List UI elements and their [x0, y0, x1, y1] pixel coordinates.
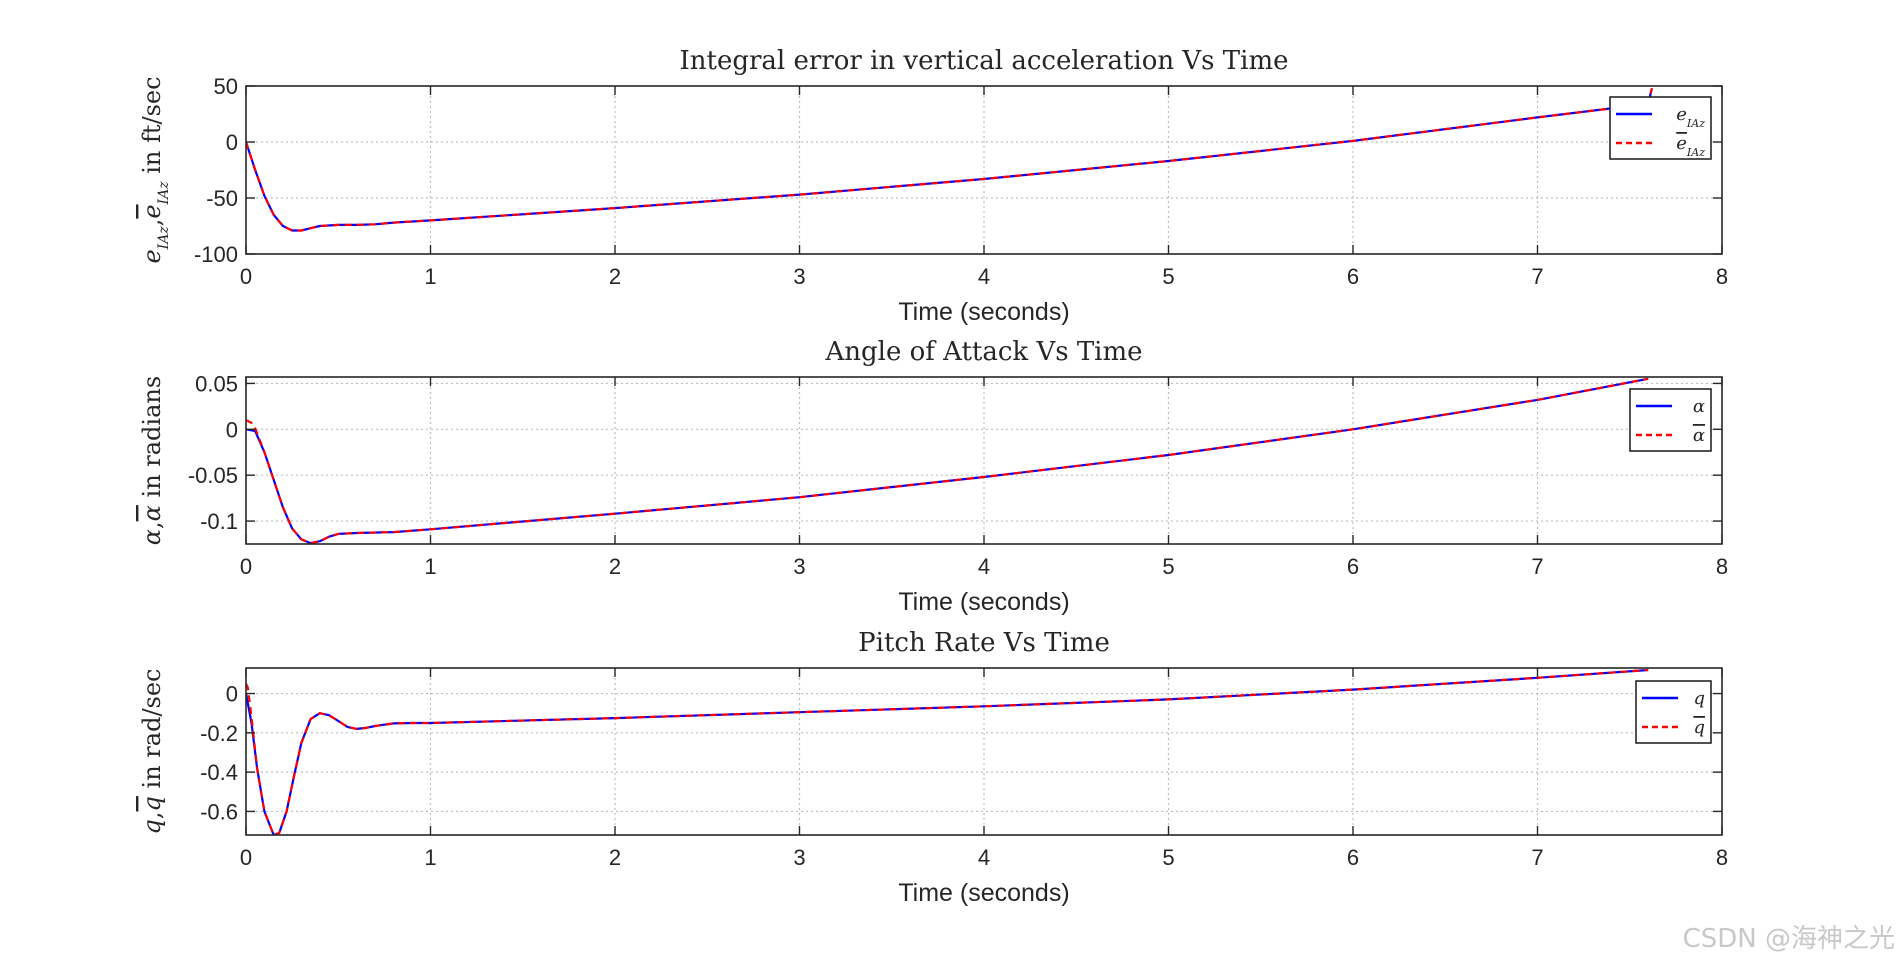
- chart-title: Angle of Attack Vs Time: [824, 337, 1142, 367]
- series-line-estimate: [246, 377, 1649, 544]
- ylabel-symbol: e: [138, 249, 166, 263]
- legend-symbol: q: [1693, 688, 1705, 709]
- x-tick-label: 1: [424, 264, 436, 289]
- x-tick-label: 5: [1162, 554, 1174, 579]
- series-group: [246, 668, 1649, 835]
- ylabel-comma: ,: [138, 811, 166, 819]
- y-tick-label: -100: [194, 242, 238, 267]
- x-tick-label: 6: [1347, 264, 1359, 289]
- ylabel-text: in rad/sec: [138, 669, 166, 797]
- x-tick-label: 4: [978, 845, 990, 870]
- y-tick-label: -0.4: [200, 760, 238, 785]
- ylabel-comma: ,: [138, 219, 166, 227]
- x-tick-label: 4: [978, 264, 990, 289]
- ylabel-hat-symbol: e: [138, 204, 166, 218]
- x-tick-label: 3: [793, 554, 805, 579]
- legend-box: [1635, 680, 1712, 744]
- ylabel-subscript: IAz: [156, 181, 172, 206]
- x-tick-label: 0: [240, 264, 252, 289]
- y-tick-label: -0.1: [200, 509, 238, 534]
- legend-subscript: IAz: [1686, 146, 1705, 159]
- x-tick-label: 4: [978, 554, 990, 579]
- legend: qq: [1635, 680, 1712, 744]
- series-line-actual: [246, 377, 1649, 544]
- y-axis-label: q,q in rad/sec: [138, 669, 166, 835]
- ylabel-subscript: IAz: [156, 226, 172, 251]
- legend-symbol: α: [1693, 396, 1705, 417]
- legend-symbol: e: [1676, 104, 1687, 125]
- x-tick-label: 1: [424, 845, 436, 870]
- x-tick-label: 8: [1716, 264, 1728, 289]
- chart-2: 0 1 2 3 4 5 6 7 8 0.05 0 -0.05 -0.1 Angle of Attack V…: [138, 337, 1728, 616]
- legend-label: q: [1693, 717, 1705, 738]
- x-tick-label: 7: [1531, 845, 1543, 870]
- legend-box: [1629, 388, 1712, 452]
- x-tick-label: 6: [1347, 554, 1359, 579]
- legend-symbol: e: [1676, 133, 1687, 154]
- y-tick-label: 50: [214, 74, 238, 99]
- x-tick-label: 5: [1162, 845, 1174, 870]
- ylabel-symbol: q: [138, 819, 166, 834]
- x-tick-label: 3: [793, 845, 805, 870]
- legend-box: [1609, 96, 1712, 160]
- series-line-estimate: [246, 668, 1649, 835]
- x-tick-label: 3: [793, 264, 805, 289]
- ylabel-text: in ft/sec: [138, 76, 166, 181]
- legend-subscript: IAz: [1686, 117, 1705, 130]
- legend-symbol: α: [1693, 425, 1705, 446]
- ylabel-symbol: α: [138, 529, 166, 545]
- x-tick-label: 2: [609, 554, 621, 579]
- y-tick-label: 0.05: [195, 371, 238, 396]
- x-axis-label: Time (seconds): [898, 588, 1069, 616]
- y-tick-label: -0.2: [200, 721, 238, 746]
- series-group: [246, 87, 1653, 232]
- series-line-actual: [246, 87, 1653, 232]
- series-group: [246, 377, 1649, 544]
- x-axis-label: Time (seconds): [898, 879, 1069, 907]
- ylabel-hat-symbol: q: [138, 796, 166, 811]
- x-axis-label: Time (seconds): [898, 298, 1069, 326]
- legend-label: eIAz: [1676, 133, 1705, 159]
- chart-title: Integral error in vertical acceleration …: [680, 46, 1289, 76]
- y-tick-label: -50: [206, 186, 238, 211]
- y-tick-label: 0: [226, 417, 238, 442]
- x-tick-label: 7: [1531, 554, 1543, 579]
- ylabel-hat-symbol: α: [138, 505, 166, 521]
- series-line-actual: [246, 668, 1649, 835]
- x-tick-label: 2: [609, 845, 621, 870]
- y-tick-label: -0.6: [200, 799, 238, 824]
- legend-symbol: q: [1693, 717, 1705, 738]
- x-tick-label: 0: [240, 845, 252, 870]
- x-tick-label: 2: [609, 264, 621, 289]
- x-tick-label: 6: [1347, 845, 1359, 870]
- ylabel-comma: ,: [138, 521, 166, 529]
- y-axis-label: α,α in radians: [138, 376, 166, 545]
- legend: αα: [1629, 388, 1712, 452]
- x-tick-label: 5: [1162, 264, 1174, 289]
- chart-title: Pitch Rate Vs Time: [858, 628, 1110, 658]
- ylabel-text: in radians: [138, 376, 166, 505]
- legend-label: α: [1693, 425, 1705, 446]
- x-tick-label: 7: [1531, 264, 1543, 289]
- x-tick-label: 8: [1716, 845, 1728, 870]
- y-tick-label: 0: [226, 130, 238, 155]
- y-tick-label: -0.05: [188, 463, 238, 488]
- x-tick-label: 1: [424, 554, 436, 579]
- legend-label: eIAz: [1676, 104, 1705, 130]
- x-tick-label: 8: [1716, 554, 1728, 579]
- watermark: CSDN @海神之光: [1683, 924, 1895, 954]
- legend-label: q: [1693, 688, 1705, 709]
- x-tick-label: 0: [240, 554, 252, 579]
- series-line-estimate: [246, 87, 1653, 232]
- y-tick-label: 0: [226, 682, 238, 707]
- legend-label: α: [1693, 396, 1705, 417]
- chart-3: 0 1 2 3 4 5 6 7 8 0 -0.2 -0.4 -0.6 Pitch Rate Vs Time…: [138, 628, 1728, 907]
- y-axis-label: eIAz,eIAz in ft/sec: [138, 76, 172, 263]
- chart-1: 0 1 2 3 4 5 6 7 8 50 0 -50 -100 Integral error in ver…: [138, 46, 1728, 326]
